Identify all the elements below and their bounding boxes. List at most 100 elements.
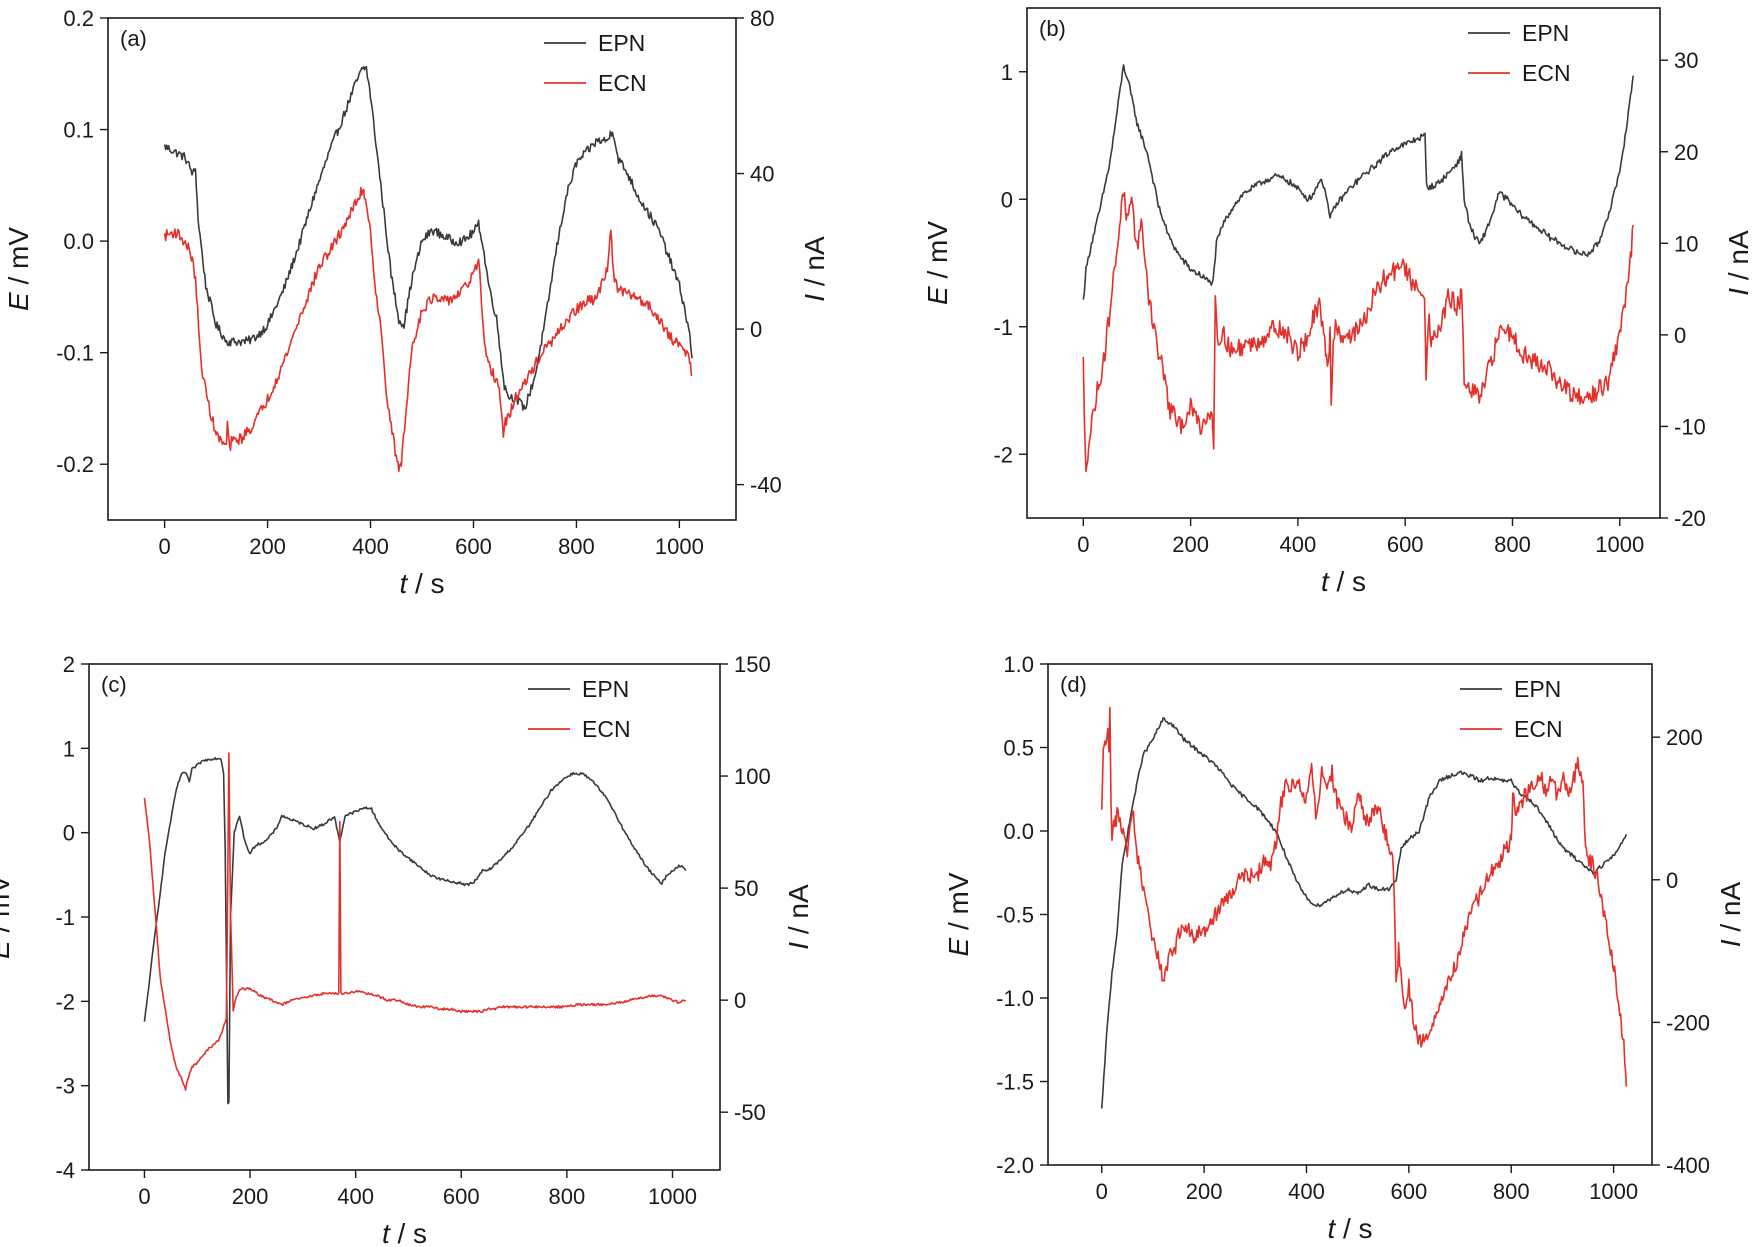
- y-right-tick-label: -20: [1674, 506, 1706, 531]
- x-tick-label: 600: [1387, 532, 1424, 557]
- y-left-axis-title-unit: / mV: [0, 875, 15, 941]
- y-right-axis-title-unit: / nA: [799, 236, 830, 294]
- x-axis-title-variable: t: [382, 1218, 391, 1247]
- panel-label: (b): [1039, 16, 1066, 41]
- y-right-tick-label: 50: [734, 876, 758, 901]
- x-axis-title-unit: / s: [1335, 1213, 1372, 1244]
- x-tick-label: 200: [249, 534, 286, 559]
- legend-label-epn: EPN: [1522, 20, 1569, 46]
- y-left-tick-label: 0.1: [63, 118, 94, 143]
- y-right-tick-label: 80: [750, 6, 774, 31]
- x-axis-title-variable: t: [1327, 1213, 1336, 1244]
- y-left-tick-label: -0.2: [56, 452, 94, 477]
- y-left-tick-label: 0.0: [1003, 819, 1034, 844]
- y-right-axis-title-variable: I: [799, 294, 830, 302]
- legend-label-ecn: ECN: [598, 70, 647, 96]
- x-axis-title: t / s: [382, 1218, 427, 1247]
- y-right-tick-label: 10: [1674, 231, 1698, 256]
- panel-label: (a): [120, 26, 147, 51]
- y-left-axis-title-variable: E: [943, 938, 974, 957]
- x-tick-label: 0: [1096, 1179, 1108, 1204]
- x-axis-title-variable: t: [399, 568, 408, 599]
- y-left-axis-title: E / mV: [943, 872, 974, 956]
- x-tick-label: 1000: [648, 1184, 697, 1209]
- y-right-tick-label: 200: [1666, 725, 1703, 750]
- x-tick-label: 600: [443, 1184, 480, 1209]
- x-axis-title: t / s: [399, 568, 444, 599]
- plot-frame: [1026, 7, 1661, 519]
- panel-a: 0 200 400 600 800 1000 -0.2 -0.1 0.0 0.1 0.2 -40 0 40…: [3, 6, 830, 599]
- y-left-tick-label: -3: [55, 1074, 75, 1099]
- y-left-tick-label: 2: [63, 652, 75, 677]
- y-left-axis-title: E / mV: [3, 227, 34, 311]
- y-left-axis-title-variable: E: [922, 286, 953, 305]
- y-left-tick-label: 0: [1001, 187, 1013, 212]
- y-left-axis-title: E / mV: [922, 221, 953, 305]
- y-left-axis-title: E / mV: [0, 875, 15, 959]
- y-right-tick-label: -200: [1666, 1010, 1710, 1035]
- x-axis-title-unit: / s: [390, 1218, 427, 1247]
- legend-label-epn: EPN: [1514, 676, 1561, 702]
- y-left-tick-label: 1: [63, 736, 75, 761]
- y-right-axis-title-unit: / nA: [1715, 881, 1746, 939]
- plot-area: [1082, 64, 1634, 473]
- y-left-axis-title-unit: / mV: [943, 872, 974, 938]
- y-right-tick-label: 0: [1674, 323, 1686, 348]
- y-right-tick-label: 0: [1666, 868, 1678, 893]
- plot-area: [163, 66, 693, 473]
- y-left-axis-title-variable: E: [3, 292, 34, 311]
- x-tick-label: 0: [158, 534, 170, 559]
- x-tick-label: 400: [352, 534, 389, 559]
- y-right-tick-label: -40: [750, 473, 782, 498]
- legend-label-ecn: ECN: [582, 716, 631, 742]
- x-tick-label: 800: [1494, 532, 1531, 557]
- y-right-axis-title: I / nA: [1715, 881, 1746, 947]
- panel-label: (d): [1060, 672, 1087, 697]
- x-tick-label: 1000: [1595, 532, 1644, 557]
- y-right-tick-label: -50: [734, 1100, 766, 1125]
- y-right-tick-label: 0: [750, 317, 762, 342]
- x-axis-title-unit: / s: [1329, 566, 1366, 597]
- y-right-axis-title-variable: I: [783, 942, 814, 950]
- y-left-tick-label: -1.0: [996, 986, 1034, 1011]
- x-axis-title-variable: t: [1321, 566, 1330, 597]
- y-right-tick-label: -400: [1666, 1153, 1710, 1178]
- x-tick-label: 1000: [655, 534, 704, 559]
- y-left-tick-label: 0.5: [1003, 736, 1034, 761]
- series-line-epn: [163, 66, 693, 411]
- y-left-tick-label: -2: [993, 442, 1013, 467]
- y-right-axis-title-unit: / nA: [1723, 230, 1754, 288]
- y-left-tick-label: -1: [55, 905, 75, 930]
- y-left-tick-label: 1: [1001, 60, 1013, 85]
- x-tick-label: 200: [232, 1184, 269, 1209]
- plot-frame: [107, 17, 737, 521]
- legend-label-epn: EPN: [598, 30, 645, 56]
- series-line-epn: [1100, 716, 1628, 1109]
- y-left-tick-label: -0.5: [996, 903, 1034, 928]
- x-tick-label: 200: [1186, 1179, 1223, 1204]
- y-left-tick-label: -0.1: [56, 341, 94, 366]
- y-right-axis-title: I / nA: [799, 236, 830, 302]
- y-right-axis-title-unit: / nA: [783, 884, 814, 942]
- x-axis-title: t / s: [1321, 566, 1366, 597]
- legend-label-ecn: ECN: [1514, 716, 1563, 742]
- x-tick-label: 0: [138, 1184, 150, 1209]
- y-right-axis-title: I / nA: [783, 884, 814, 950]
- y-left-tick-label: 0: [63, 821, 75, 846]
- x-tick-label: 600: [1391, 1179, 1428, 1204]
- y-right-tick-label: 100: [734, 764, 771, 789]
- y-left-tick-label: 0.2: [63, 6, 94, 31]
- y-left-axis-title-variable: E: [0, 940, 15, 959]
- panel-c: 0 200 400 600 800 1000 -4 -3 -2 -1 0 1 2 -50 0 50 100 150…: [0, 652, 814, 1247]
- series-line-ecn: [163, 186, 693, 473]
- x-tick-label: 800: [549, 1184, 586, 1209]
- y-left-tick-label: -1: [993, 315, 1013, 340]
- y-right-axis-title-variable: I: [1723, 288, 1754, 296]
- legend-label-ecn: ECN: [1522, 60, 1571, 86]
- x-axis-title: t / s: [1327, 1213, 1372, 1244]
- legend-label-epn: EPN: [582, 676, 629, 702]
- plot-area: [1100, 706, 1628, 1109]
